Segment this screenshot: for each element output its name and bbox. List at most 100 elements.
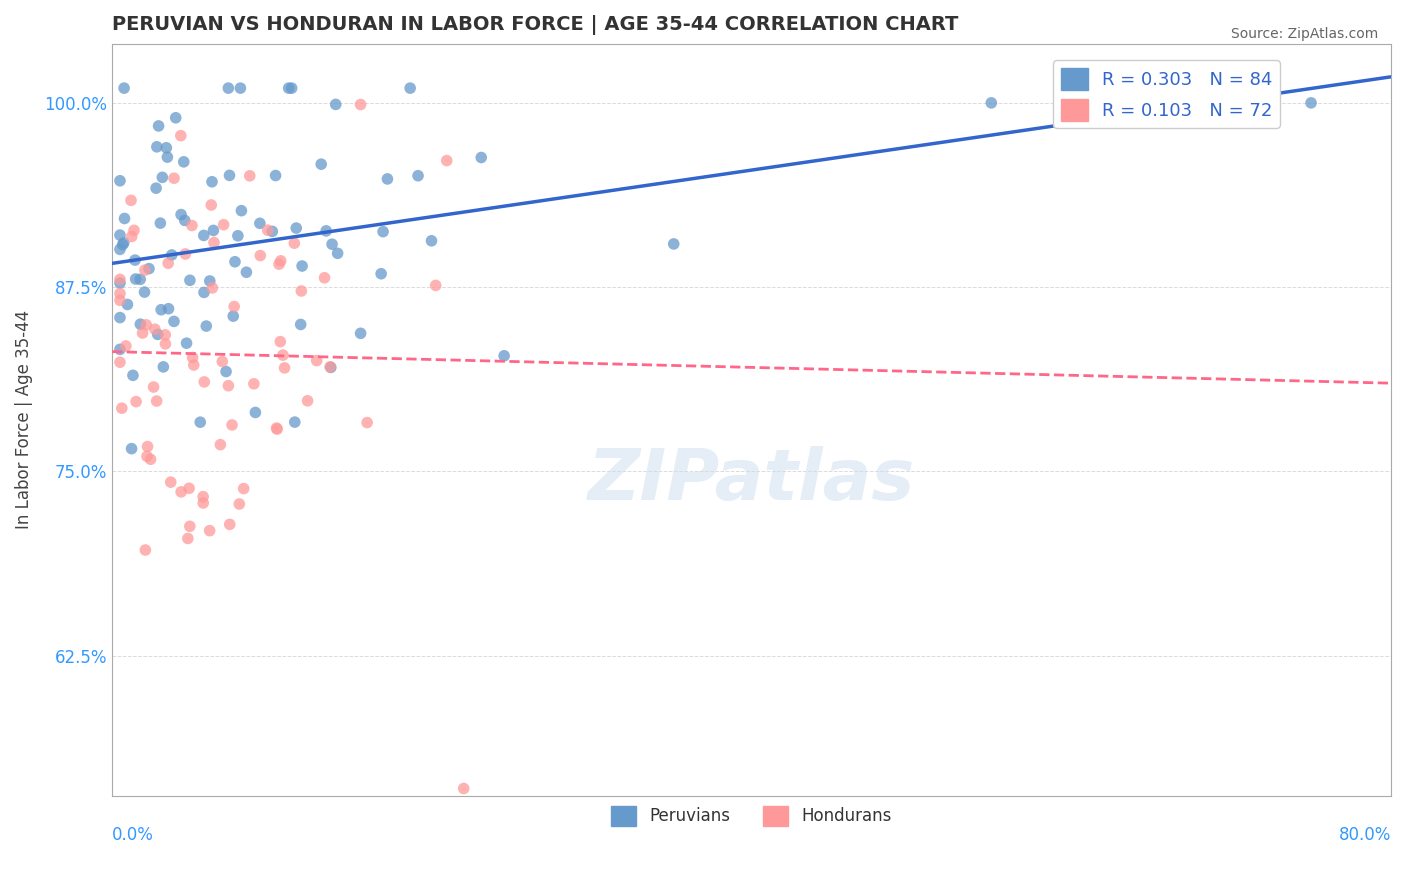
Point xyxy=(112,235,135,250)
Point xyxy=(124,253,146,268)
Point xyxy=(142,380,165,394)
Point xyxy=(188,415,211,429)
Point xyxy=(245,405,267,419)
Point xyxy=(305,353,328,368)
Point xyxy=(420,234,443,248)
Point xyxy=(135,318,157,332)
Point xyxy=(193,496,215,510)
Point xyxy=(235,265,257,279)
Point xyxy=(125,394,148,409)
Point xyxy=(146,140,169,154)
Point xyxy=(325,97,347,112)
Point xyxy=(174,247,197,261)
Point xyxy=(321,237,343,252)
Point xyxy=(155,141,177,155)
Point xyxy=(202,223,225,237)
Point xyxy=(193,375,215,389)
Point xyxy=(425,278,447,293)
Point xyxy=(108,286,131,301)
Point xyxy=(156,150,179,164)
Point xyxy=(231,203,253,218)
Point xyxy=(280,81,302,95)
Point xyxy=(200,198,222,212)
Point xyxy=(222,309,245,323)
Point xyxy=(129,272,152,286)
Point xyxy=(152,359,174,374)
Point xyxy=(108,355,131,369)
Point xyxy=(218,169,240,183)
Text: PERUVIAN VS HONDURAN IN LABOR FORCE | AGE 35-44 CORRELATION CHART: PERUVIAN VS HONDURAN IN LABOR FORCE | AG… xyxy=(112,15,959,35)
Point xyxy=(181,351,204,365)
Point xyxy=(124,272,146,286)
Point xyxy=(494,349,516,363)
Point xyxy=(170,128,193,143)
Point xyxy=(239,169,262,183)
Point xyxy=(266,421,288,435)
Point xyxy=(134,263,156,277)
Point xyxy=(115,339,138,353)
Point xyxy=(108,243,131,257)
Point xyxy=(134,285,156,299)
Point xyxy=(470,151,492,165)
Point xyxy=(273,360,295,375)
Point xyxy=(399,81,422,95)
Point xyxy=(139,452,162,467)
Point xyxy=(163,171,186,186)
Point xyxy=(108,228,131,243)
Point xyxy=(269,334,291,349)
Point xyxy=(134,543,156,558)
Point xyxy=(371,225,394,239)
Point xyxy=(349,326,371,341)
Point xyxy=(170,484,193,499)
Point xyxy=(108,174,131,188)
Point xyxy=(224,300,246,314)
Point xyxy=(297,393,319,408)
Point xyxy=(163,314,186,328)
Point xyxy=(160,248,183,262)
Point xyxy=(271,348,294,362)
Point xyxy=(319,360,342,375)
Point xyxy=(145,181,167,195)
Point xyxy=(226,228,249,243)
Point xyxy=(179,273,201,287)
Point xyxy=(1060,95,1083,110)
Point xyxy=(283,236,305,251)
Point xyxy=(198,524,221,538)
Point xyxy=(229,81,252,95)
Point xyxy=(112,81,135,95)
Point xyxy=(117,297,139,311)
Text: ZIPatlas: ZIPatlas xyxy=(588,445,915,515)
Point xyxy=(201,281,224,295)
Point xyxy=(243,376,266,391)
Point xyxy=(191,490,214,504)
Point xyxy=(170,208,193,222)
Point xyxy=(177,532,200,546)
Point xyxy=(173,154,195,169)
Point xyxy=(136,440,159,454)
Point xyxy=(224,254,246,268)
Point xyxy=(122,223,145,237)
Point xyxy=(131,326,153,340)
Point xyxy=(108,310,131,325)
Y-axis label: In Labor Force | Age 35-44: In Labor Force | Age 35-44 xyxy=(15,310,32,530)
Point xyxy=(138,261,160,276)
Point xyxy=(150,170,173,185)
Point xyxy=(315,224,337,238)
Point xyxy=(1299,95,1322,110)
Point xyxy=(202,235,225,250)
Point xyxy=(309,157,332,171)
Point xyxy=(159,475,181,489)
Point xyxy=(256,223,278,237)
Text: 0.0%: 0.0% xyxy=(112,826,153,844)
Point xyxy=(406,169,429,183)
Legend: Peruvians, Hondurans: Peruvians, Hondurans xyxy=(605,799,898,832)
Point xyxy=(108,343,131,357)
Point xyxy=(155,327,177,342)
Point xyxy=(249,248,271,262)
Point xyxy=(662,236,685,251)
Point xyxy=(356,416,378,430)
Point xyxy=(121,229,143,244)
Point xyxy=(165,111,187,125)
Point xyxy=(277,81,299,95)
Point xyxy=(111,237,134,252)
